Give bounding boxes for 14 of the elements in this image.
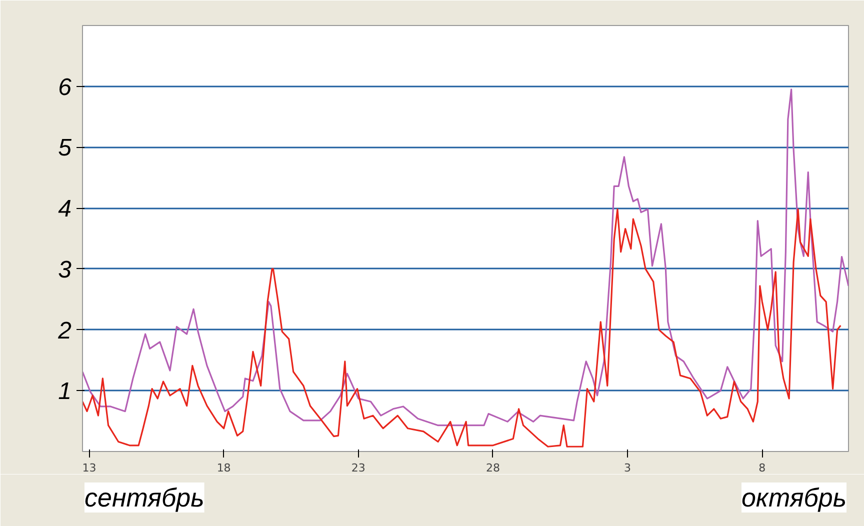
- x-tick-label: 3: [624, 462, 632, 474]
- y-tick-label: 1: [58, 378, 72, 406]
- text: октябрь: [741, 482, 847, 512]
- y-tick-label: 2: [57, 317, 72, 344]
- y-tick-label: 4: [58, 196, 72, 223]
- x-tick-label: 13: [82, 462, 96, 474]
- y-tick-label: 3: [58, 256, 72, 284]
- x-tick-label: 18: [216, 462, 231, 474]
- x-tick-label: 23: [351, 462, 366, 474]
- x-tick-label: 28: [486, 462, 500, 474]
- y-tick-label: 5: [58, 134, 72, 162]
- text: сентябрь: [84, 482, 204, 512]
- x-tick-label: 8: [758, 462, 766, 474]
- y-tick-label: 6: [58, 74, 72, 101]
